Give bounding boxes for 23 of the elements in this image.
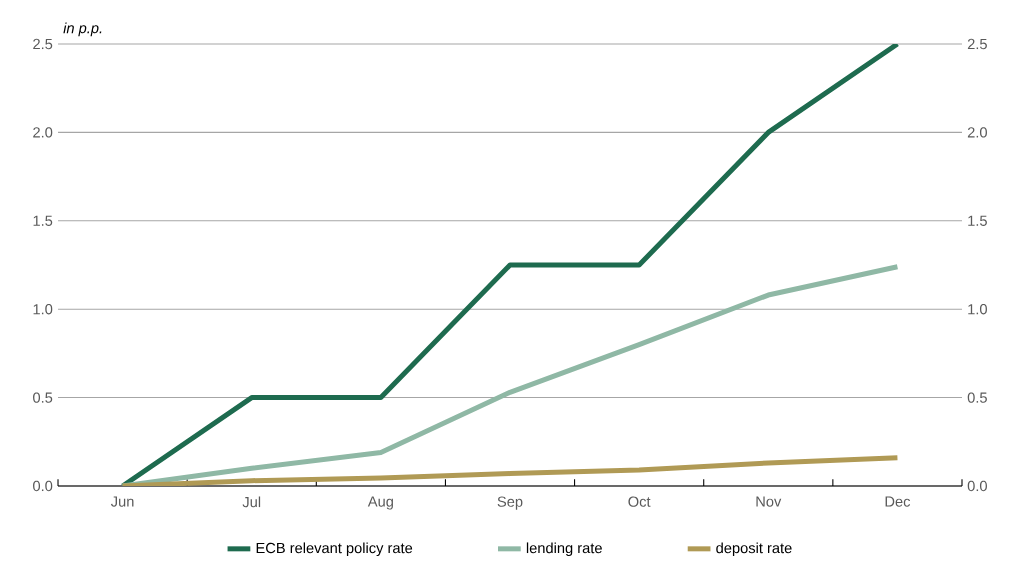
x-tick-label: Nov (756, 496, 782, 507)
legend-label: lending rate (526, 542, 602, 557)
y2-tick-label: 0.0 (967, 480, 987, 492)
x-tick-label: Sep (497, 496, 523, 510)
x-tick-label: Oct (628, 496, 651, 507)
y-axis-title: in p.p. (63, 22, 102, 37)
x-tick-label: Aug (367, 496, 393, 510)
y2-tick-label: 2.0 (967, 127, 987, 138)
y2-tick-label: 1.5 (968, 215, 987, 226)
y2-tick-label: 1.0 (968, 304, 987, 315)
x-tick-label: Jul (242, 496, 261, 508)
y-tick-label: 0.0 (33, 480, 53, 492)
y-tick-label: 2.5 (33, 38, 53, 50)
y-tick-label: 2.0 (33, 127, 53, 138)
y-tick-label: 0.5 (33, 392, 53, 403)
y2-tick-label: 2.5 (967, 38, 987, 50)
y-tick-label: 1.0 (33, 304, 53, 315)
y2-tick-label: 0.5 (967, 392, 987, 403)
x-tick-label: Dec (885, 496, 911, 507)
legend-label: deposit rate (716, 542, 792, 557)
legend-label: ECB relevant policy rate (256, 542, 413, 557)
x-tick-label: Jun (110, 496, 134, 507)
y-tick-label: 1.5 (33, 215, 53, 226)
